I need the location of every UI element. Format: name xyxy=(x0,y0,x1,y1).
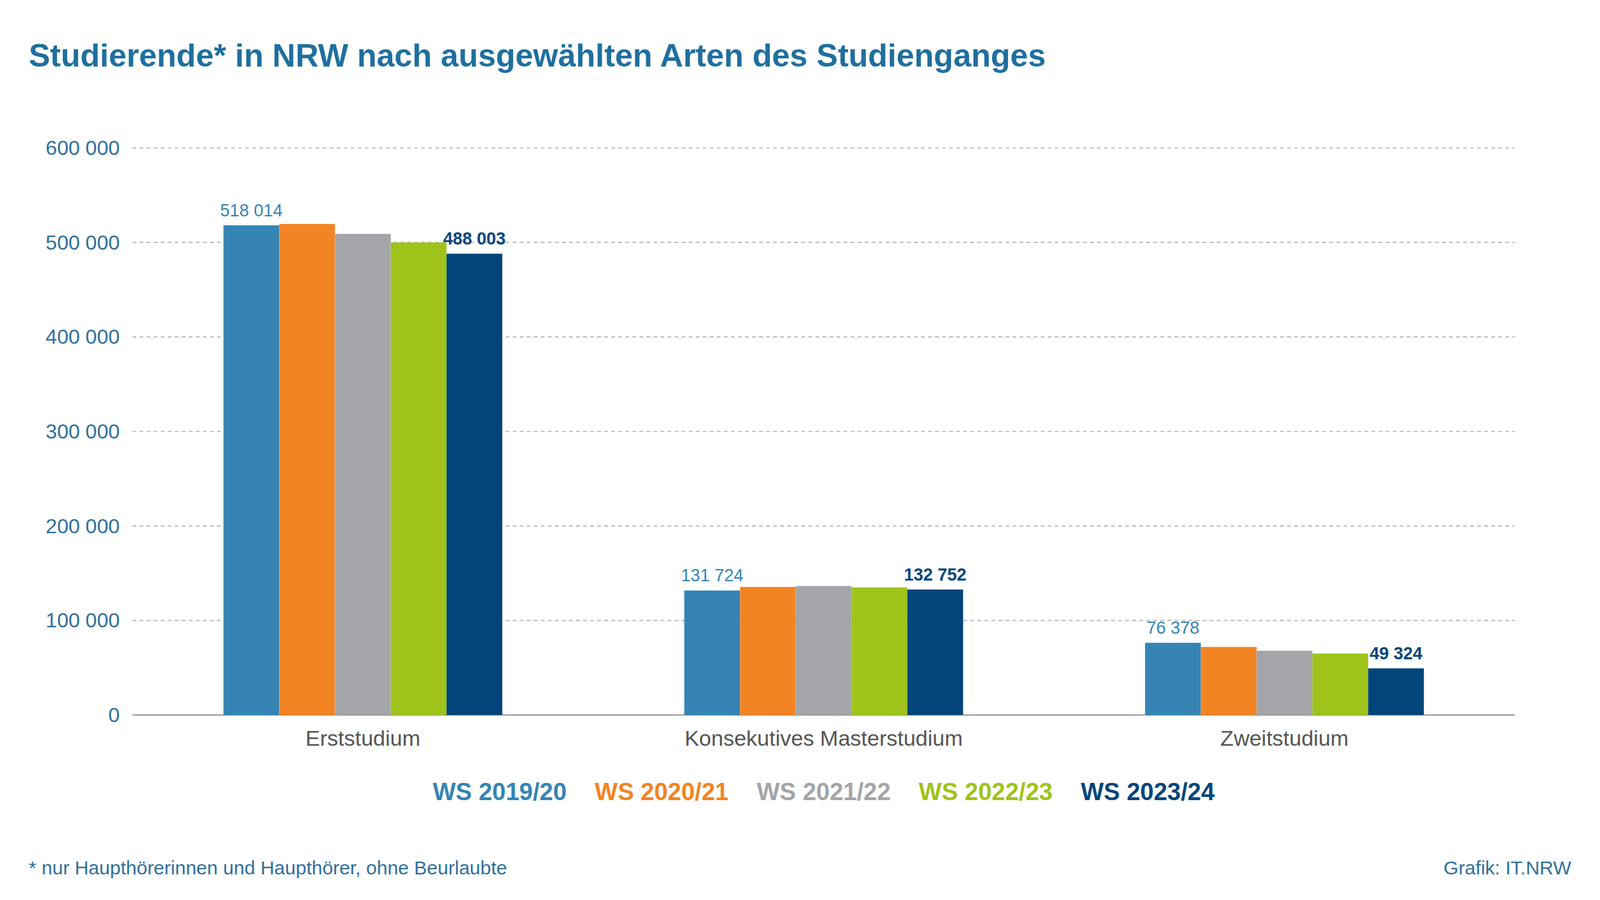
y-tick-label: 300 000 xyxy=(45,419,120,443)
data-labels: 518 014 131 724 76 378 488 003 132 752 49 324 xyxy=(220,200,1423,664)
legend-entry: WS 2021/22 xyxy=(756,778,891,806)
bar xyxy=(795,585,852,715)
y-axis: 0 100 000 200 000 300 000 400 000 500 000 600 … xyxy=(45,136,1515,727)
bar xyxy=(223,225,280,715)
bar xyxy=(1368,668,1424,715)
data-label: 132 752 xyxy=(903,565,967,585)
data-label: 518 014 xyxy=(220,200,283,221)
y-tick-label: 200 000 xyxy=(45,514,120,538)
bar xyxy=(851,587,908,715)
bar xyxy=(739,586,796,715)
bars xyxy=(223,224,1424,715)
legend-entry: WS 2023/24 xyxy=(1080,778,1215,806)
bar xyxy=(1256,650,1312,715)
data-label: 49 324 xyxy=(1369,643,1423,664)
data-label: 488 003 xyxy=(442,229,506,249)
legend-entry: WS 2022/23 xyxy=(919,778,1053,806)
y-tick-label: 400 000 xyxy=(45,325,120,349)
title: Studierende* in NRW nach ausgewählten Ar… xyxy=(28,37,1046,74)
y-tick-label: 600 000 xyxy=(45,136,120,160)
y-tick-label: 0 xyxy=(108,703,120,727)
bar xyxy=(279,224,335,715)
legend-entry: WS 2019/20 xyxy=(432,778,567,806)
x-tick-label: Zweitstudium xyxy=(1220,725,1349,751)
bar xyxy=(684,590,740,715)
bar xyxy=(334,233,391,715)
bar xyxy=(1312,653,1369,715)
bar xyxy=(391,242,447,715)
y-tick-label: 500 000 xyxy=(45,231,120,255)
source: Grafik: IT.NRW xyxy=(1443,856,1572,879)
x-tick-label: Konsekutives Masterstudium xyxy=(684,725,964,751)
data-label: 76 378 xyxy=(1146,618,1200,638)
bar xyxy=(907,589,964,715)
legend-entry: WS 2020/21 xyxy=(594,778,729,806)
bar xyxy=(1144,642,1201,715)
bar xyxy=(446,253,503,715)
y-tick-label: 100 000 xyxy=(45,608,120,632)
legend: WS 2019/20 WS 2020/21 WS 2021/22 WS 2022/23… xyxy=(432,778,1215,806)
x-tick-label: Erststudium xyxy=(305,725,421,751)
grid-line xyxy=(132,147,1515,149)
bar xyxy=(1200,647,1257,715)
chart: Studierende* in NRW nach ausgewählten Ar… xyxy=(0,0,1600,900)
data-label: 131 724 xyxy=(680,565,744,585)
footnote: * nur Haupthörerinnen und Haupthörer, oh… xyxy=(28,856,507,879)
